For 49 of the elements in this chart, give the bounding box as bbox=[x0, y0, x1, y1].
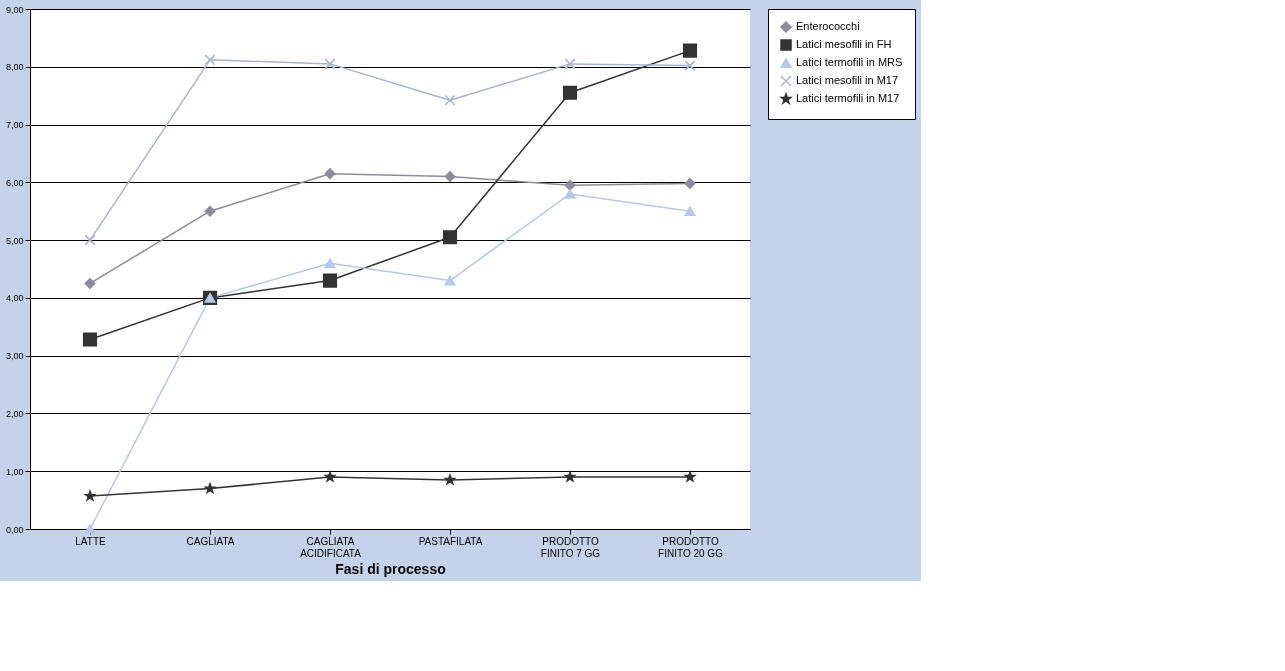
point bbox=[84, 524, 96, 534]
point bbox=[682, 43, 698, 58]
y-tick-label: 4,00 bbox=[5, 293, 24, 304]
point bbox=[684, 206, 696, 217]
y-tick-label: 3,00 bbox=[5, 351, 24, 362]
point bbox=[322, 273, 338, 288]
x-tick-label: LATTE bbox=[75, 535, 107, 547]
point bbox=[84, 234, 96, 246]
point bbox=[564, 58, 576, 70]
y-tick-label: 2,00 bbox=[5, 408, 24, 419]
point bbox=[444, 171, 456, 183]
point bbox=[324, 258, 336, 269]
legend-label: Latici mesofili in M17 bbox=[796, 74, 899, 86]
point bbox=[324, 471, 336, 482]
x-tick-label: PASTAFILATA bbox=[418, 535, 483, 547]
y-tick-label: 1,00 bbox=[5, 466, 24, 477]
x-tick-label: CAGLIATA ACIDIFICATA bbox=[300, 535, 362, 559]
x-tick-label: CAGLIATA bbox=[186, 535, 235, 547]
point bbox=[684, 60, 696, 72]
point bbox=[444, 275, 456, 286]
point bbox=[204, 54, 216, 66]
point bbox=[444, 94, 456, 106]
point bbox=[562, 85, 578, 100]
point bbox=[84, 490, 96, 501]
legend-label: Latici mesofili in FH bbox=[796, 38, 892, 50]
point bbox=[564, 189, 576, 199]
legend-label: Latici termofili in MRS bbox=[796, 56, 903, 68]
x-tick-label: PRODOTTO FINITO 7 GG bbox=[540, 535, 601, 559]
y-tick-label: 8,00 bbox=[5, 62, 24, 73]
y-tick-label: 5,00 bbox=[5, 235, 24, 246]
point bbox=[82, 332, 98, 347]
point bbox=[684, 471, 696, 482]
point bbox=[564, 471, 576, 482]
point bbox=[444, 474, 456, 485]
point bbox=[442, 230, 458, 245]
point bbox=[204, 205, 216, 217]
point bbox=[684, 178, 696, 189]
legend-label: Latici termofili in M17 bbox=[796, 92, 900, 104]
y-tick-label: 9,00 bbox=[5, 4, 24, 15]
y-tick-label: 6,00 bbox=[5, 177, 24, 188]
point bbox=[84, 277, 96, 289]
x-tick-label: PRODOTTO FINITO 20 GG bbox=[658, 535, 724, 559]
point bbox=[324, 168, 336, 180]
point bbox=[324, 58, 336, 70]
point bbox=[564, 179, 576, 191]
x-axis-title: Fasi di processo bbox=[335, 560, 446, 577]
y-tick-label: 7,00 bbox=[5, 120, 24, 131]
y-tick-label: 0,00 bbox=[5, 524, 24, 535]
legend-label: Enterococchi bbox=[796, 20, 860, 32]
